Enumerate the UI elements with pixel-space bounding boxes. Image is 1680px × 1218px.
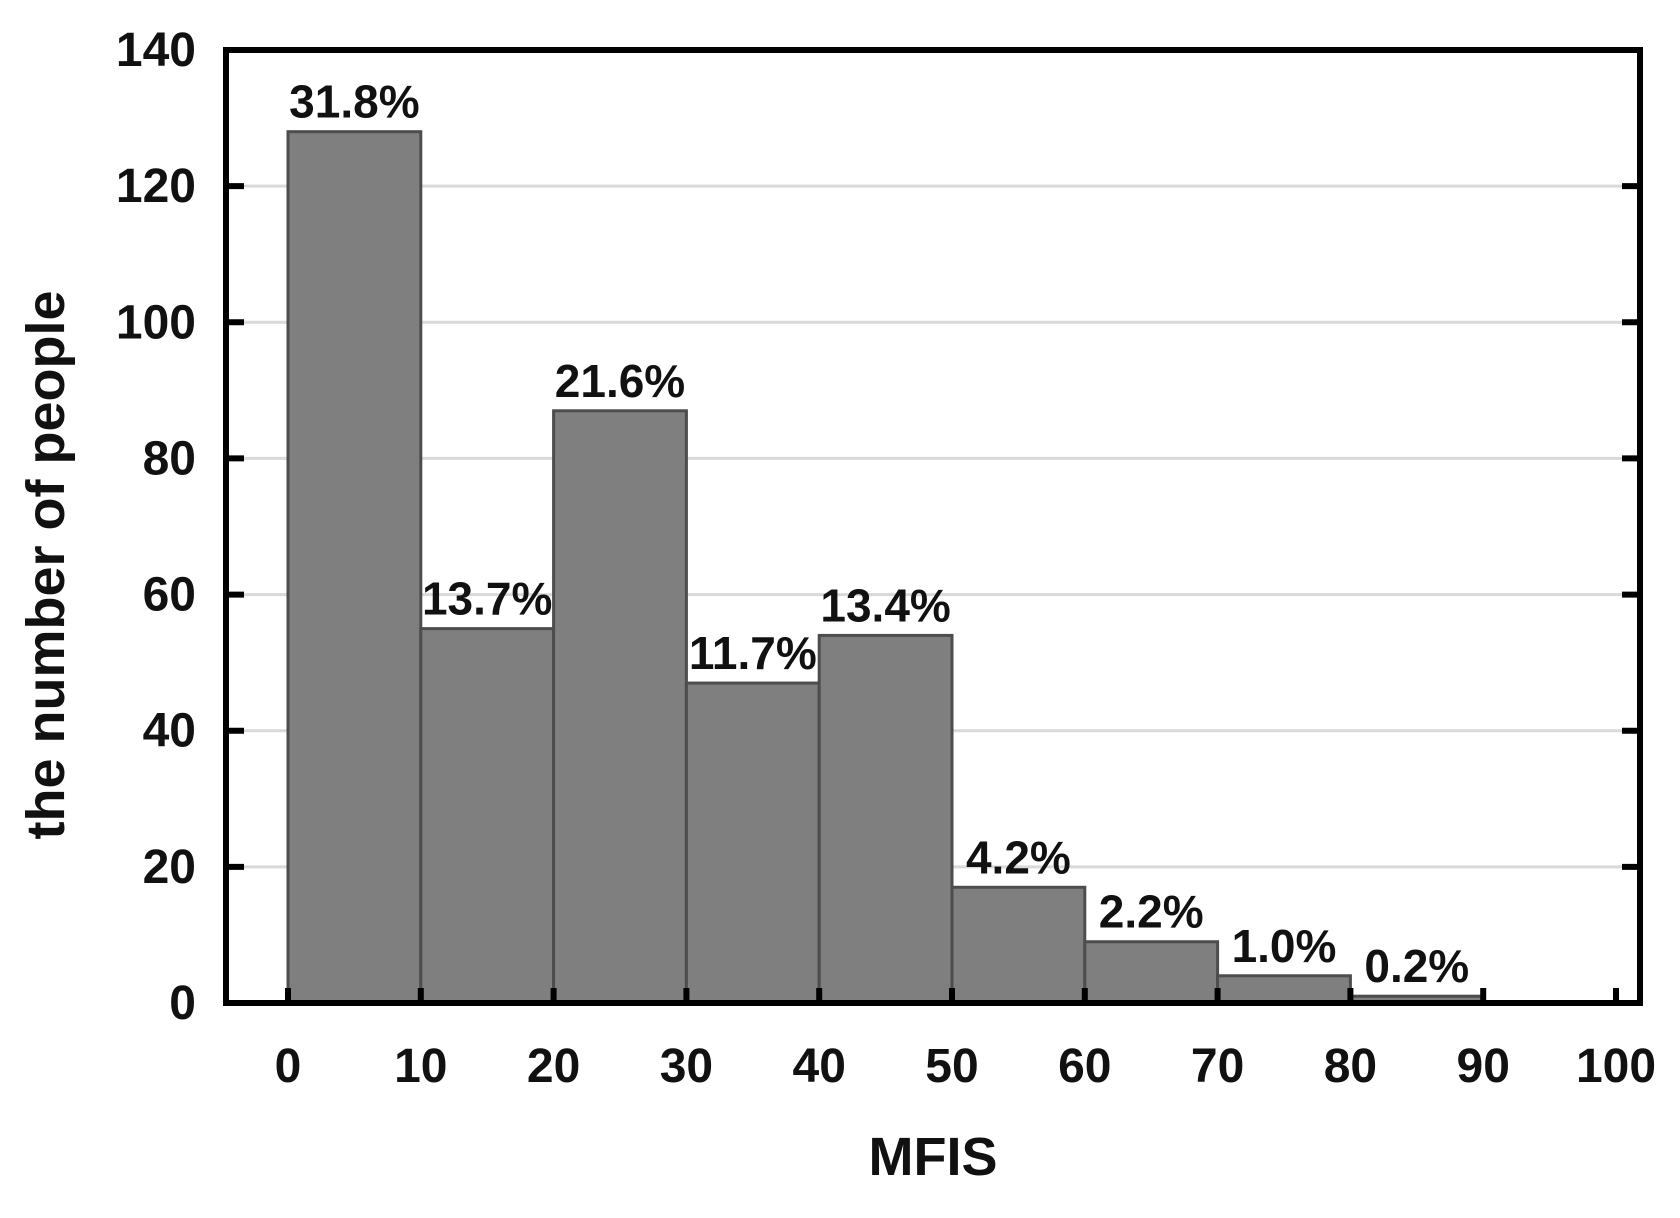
- y-axis-title: the number of people: [16, 290, 76, 840]
- bar-70-80: [1216, 974, 1352, 1005]
- x-tick-label-30: 30: [660, 1040, 713, 1093]
- x-tick-label-50: 50: [925, 1040, 978, 1093]
- bar-value-label: 21.6%: [555, 355, 685, 407]
- y-tick-label-80: 80: [143, 432, 196, 485]
- x-tick-label-60: 60: [1058, 1040, 1111, 1093]
- y-tick-label-40: 40: [143, 705, 196, 758]
- y-tick-label-20: 20: [143, 841, 196, 894]
- x-axis-title: MFIS: [868, 1127, 998, 1187]
- x-tick-label-20: 20: [527, 1040, 580, 1093]
- plot-frame: [223, 47, 1643, 1006]
- x-tick-label-10: 10: [394, 1040, 447, 1093]
- bar-0-10: [286, 130, 423, 1005]
- bar-value-label: 4.2%: [966, 831, 1071, 883]
- y-tick-label-140: 140: [116, 24, 196, 77]
- x-tick-label-90: 90: [1457, 1040, 1510, 1093]
- bar-value-label: 31.8%: [289, 76, 419, 128]
- bar-value-label: 1.0%: [1232, 920, 1337, 972]
- y-tick-label-60: 60: [143, 569, 196, 622]
- bar-50-60: [950, 885, 1087, 1005]
- bar-value-label: 2.2%: [1099, 886, 1204, 938]
- x-tick-label-40: 40: [793, 1040, 846, 1093]
- bar-60-70: [1083, 940, 1220, 1005]
- x-tick-label-70: 70: [1191, 1040, 1244, 1093]
- y-tick-label-120: 120: [116, 160, 196, 213]
- x-tick-label-100: 100: [1576, 1040, 1656, 1093]
- bar-value-label: 13.7%: [422, 573, 552, 625]
- x-tick-label-80: 80: [1324, 1040, 1377, 1093]
- bar-value-label: 0.2%: [1364, 940, 1469, 992]
- bar-40-50: [817, 633, 954, 1005]
- y-tick-label-100: 100: [116, 296, 196, 349]
- bar-20-30: [552, 409, 688, 1005]
- x-tick-label-0: 0: [275, 1040, 302, 1093]
- bar-30-40: [684, 681, 821, 1005]
- bar-10-20: [419, 627, 556, 1005]
- y-tick-label-0: 0: [169, 977, 196, 1030]
- bar-value-label: 13.4%: [820, 579, 950, 631]
- bar-value-label: 11.7%: [689, 627, 817, 679]
